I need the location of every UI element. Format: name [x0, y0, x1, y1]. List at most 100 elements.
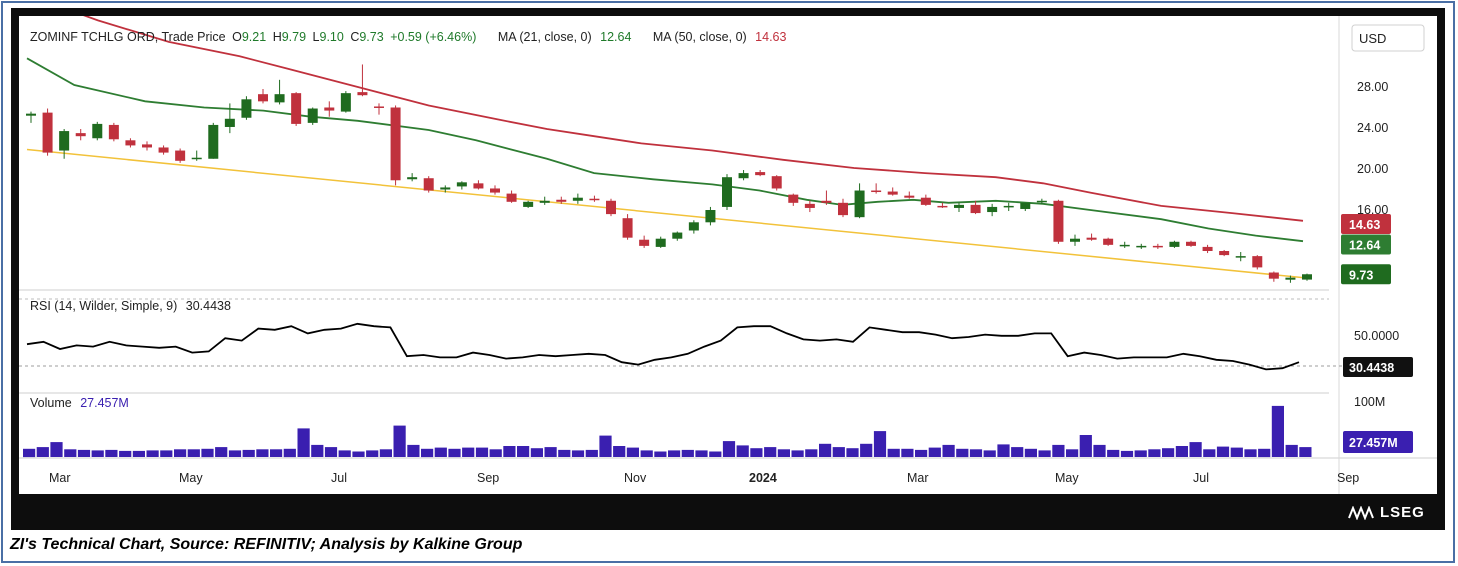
volume-bar-85 — [1189, 442, 1202, 457]
volume-bar-0 — [23, 448, 36, 458]
volume-bar-12 — [187, 449, 200, 457]
candle-7 — [142, 144, 152, 148]
candle-36 — [622, 218, 633, 238]
x-label-2: Jul — [331, 471, 347, 485]
symbol-label: ZOMINF TCHLG ORD, Trade Price — [30, 30, 226, 44]
volume-bar-33 — [475, 447, 489, 457]
volume-bar-92 — [1285, 444, 1298, 457]
candle-9 — [175, 150, 186, 161]
candle-38 — [655, 238, 666, 247]
lseg-wordmark: LSEG — [1380, 504, 1425, 521]
volume-bar-82 — [1148, 449, 1161, 457]
candle-57 — [970, 204, 981, 214]
candle-49 — [838, 202, 848, 216]
candle-22 — [390, 107, 401, 181]
candle-75 — [1268, 272, 1279, 279]
volume-bar-15 — [228, 450, 242, 457]
volume-bar-66 — [928, 447, 941, 457]
candle-30 — [523, 201, 534, 207]
volume-bar-26 — [379, 449, 392, 457]
volume-bar-45 — [640, 450, 653, 457]
price-marker-text-2: 9.73 — [1349, 268, 1373, 282]
volume-bar-59 — [832, 447, 845, 457]
volume-bar-24 — [352, 451, 365, 457]
price-marker-text-1: 12.64 — [1349, 238, 1380, 252]
x-label-6: Mar — [907, 471, 929, 485]
price-tick-1: 24.00 — [1357, 121, 1388, 135]
candle-6 — [125, 140, 136, 146]
ma50-line — [83, 16, 1304, 222]
volume-bar-88 — [1230, 447, 1243, 457]
volume-bar-14 — [215, 447, 228, 457]
candle-24 — [423, 178, 434, 191]
volume-bar-4 — [77, 449, 91, 457]
volume-bar-68 — [956, 448, 969, 458]
ma21-line — [26, 57, 1304, 243]
candle-33 — [572, 197, 583, 201]
candle-19 — [340, 93, 351, 112]
candle-13 — [241, 99, 252, 118]
trendline — [26, 148, 1304, 279]
time-axis-labels: Mar May Jul Sep Nov 2024 Mar May Jul Sep — [49, 471, 1359, 485]
candle-51 — [871, 190, 882, 193]
candle-74 — [1252, 256, 1263, 268]
ma21-path — [26, 57, 1304, 243]
volume-bar-27 — [393, 425, 406, 457]
volume-bar-89 — [1244, 449, 1257, 457]
candle-37 — [639, 239, 650, 246]
candle-55 — [937, 205, 948, 208]
volume-bar-19 — [283, 448, 296, 458]
volume-bar-20 — [297, 428, 310, 457]
candle-41 — [705, 210, 716, 223]
volume-bar-8 — [132, 450, 145, 457]
volume-bar-65 — [915, 449, 928, 457]
volume-bar-51 — [722, 441, 736, 457]
figure-caption: ZI's Technical Chart, Source: REFINITIV;… — [10, 536, 523, 553]
x-label-3: Sep — [477, 471, 499, 485]
x-label-5: 2024 — [749, 471, 777, 485]
volume-bars — [23, 405, 1312, 458]
volume-bar-62 — [873, 431, 887, 457]
candle-26 — [456, 182, 467, 187]
volume-bar-49 — [695, 450, 708, 457]
price-chart[interactable]: 28.00 24.00 20.00 16.00 Mar May Jul Sep Nov 2024… — [19, 16, 1437, 494]
trendline-path — [26, 148, 1304, 279]
candle-25 — [440, 187, 451, 190]
volume-value-marker — [1343, 431, 1413, 453]
price-markers: 14.63 12.64 9.73 — [1341, 214, 1391, 285]
volume-bar-40 — [571, 450, 585, 457]
candle-31 — [539, 200, 550, 203]
candle-17 — [307, 108, 318, 123]
candle-11 — [208, 124, 219, 159]
volume-bar-36 — [517, 446, 530, 457]
volume-bar-71 — [997, 444, 1010, 457]
volume-bar-37 — [530, 448, 543, 457]
candle-28 — [490, 188, 500, 193]
volume-bar-58 — [819, 443, 832, 457]
price-tick-3: 16.00 — [1357, 203, 1388, 217]
candle-61 — [1036, 200, 1047, 203]
ma21-value: 12.64 — [600, 30, 631, 44]
volume-bar-44 — [626, 447, 639, 457]
candle-15 — [274, 94, 285, 103]
volume-bar-10 — [160, 450, 173, 457]
candle-5 — [108, 124, 119, 140]
candle-77 — [1302, 274, 1312, 280]
volume-bar-48 — [681, 449, 694, 457]
candle-65 — [1103, 238, 1114, 245]
volume-bar-16 — [242, 449, 255, 457]
currency-box[interactable] — [1351, 24, 1425, 52]
x-label-4: Nov — [624, 471, 647, 485]
candle-34 — [589, 198, 600, 201]
candle-43 — [738, 173, 749, 179]
candle-56 — [954, 204, 964, 208]
volume-bar-50 — [709, 451, 722, 457]
volume-bar-29 — [421, 448, 434, 458]
price-tick-0: 28.00 — [1357, 80, 1388, 94]
volume-bar-17 — [256, 449, 269, 457]
candle-73 — [1235, 256, 1246, 258]
volume-bar-81 — [1134, 450, 1147, 457]
rsi-value-marker-text: 30.4438 — [1349, 361, 1394, 375]
volume-bar-64 — [901, 448, 914, 458]
candle-53 — [904, 195, 915, 198]
